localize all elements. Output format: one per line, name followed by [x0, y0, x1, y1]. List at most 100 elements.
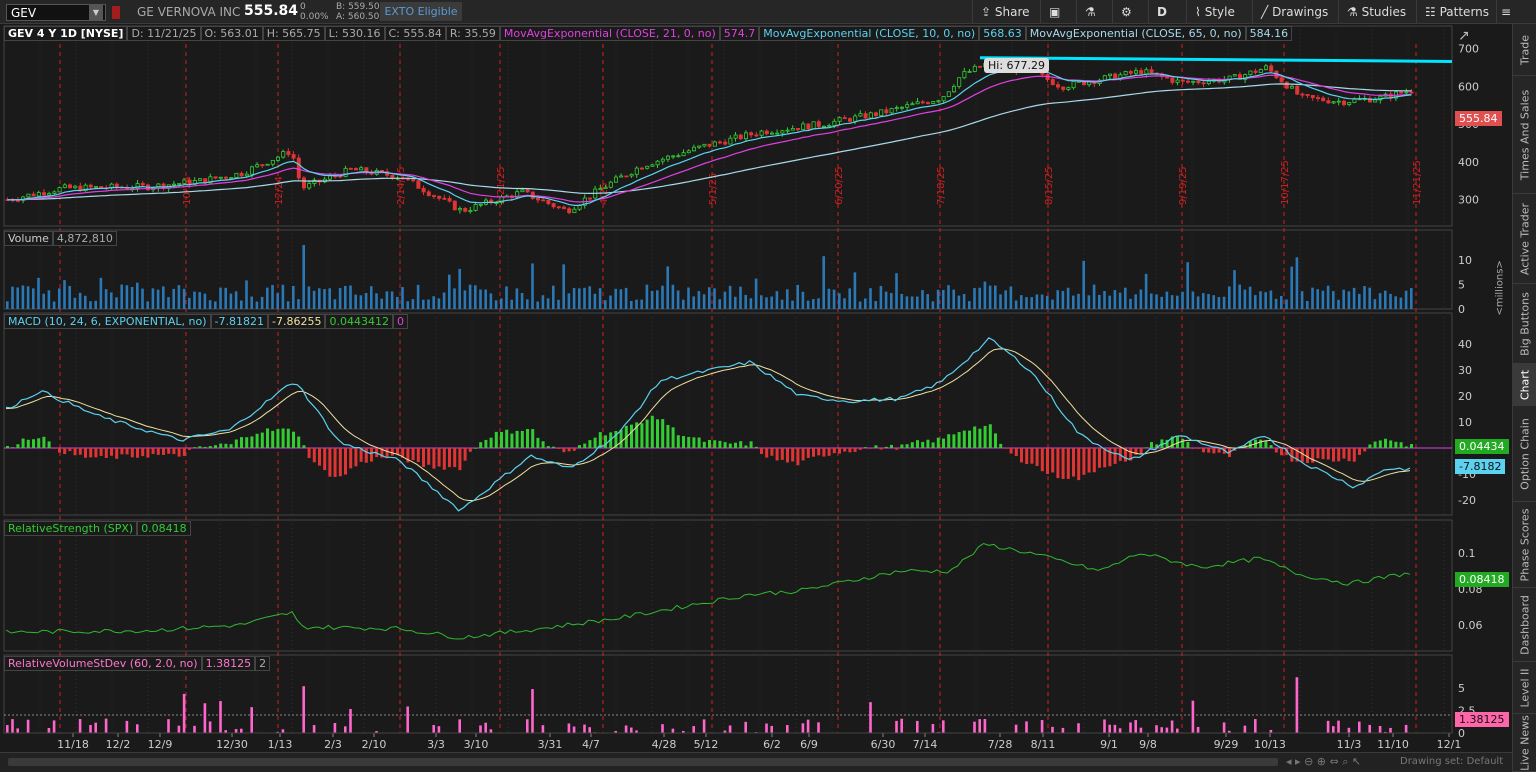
zoom-in-icon[interactable]: ⊕ [1316, 755, 1326, 768]
ema10-label[interactable]: MovAvgExponential (CLOSE, 10, 0, no) [759, 26, 980, 41]
volume-bar [916, 296, 919, 309]
drawings-button[interactable]: ╱ Drawings [1252, 0, 1336, 24]
macd-diff-tag: 0.04434 [1455, 439, 1509, 454]
tab-times-and-sales[interactable]: Times And Sales [1513, 76, 1536, 194]
symbol-input[interactable]: GEV [6, 4, 106, 21]
candle-body [1253, 70, 1258, 73]
macd-histogram-bar [728, 443, 732, 448]
bar-low: L: 530.16 [324, 26, 385, 41]
macd-histogram-bar [650, 415, 654, 448]
volume-bar [151, 288, 155, 309]
rs-value: 0.08418 [137, 521, 191, 536]
candle-body [853, 115, 858, 122]
ema21-label[interactable]: MovAvgExponential (CLOSE, 21, 0, no) [499, 26, 720, 41]
macd-title[interactable]: MACD (10, 24, 6, EXPONENTIAL, no) [4, 314, 211, 329]
drawing-set-label[interactable]: Drawing set: Default [1400, 756, 1504, 767]
volume-bar [266, 287, 269, 309]
menu-button[interactable]: ≡ [1496, 0, 1515, 24]
candle-body [255, 164, 260, 168]
volume-bar [1243, 289, 1247, 309]
rv-bar [630, 727, 633, 733]
ema65-label[interactable]: MovAvgExponential (CLOSE, 65, 0, no) [1025, 26, 1246, 41]
rv-bar [1118, 728, 1122, 733]
macd-histogram-bar [786, 448, 789, 463]
rv-bar [692, 726, 695, 733]
ema21-value: 574.7 [719, 26, 760, 41]
volume-bar [1009, 286, 1013, 309]
candle-body [520, 189, 525, 193]
share-button[interactable]: ⇪ Share [972, 0, 1038, 24]
tab-phase-scores[interactable]: Phase Scores [1513, 502, 1536, 588]
tab-big-buttons[interactable]: Big Buttons [1513, 284, 1536, 364]
rv-title[interactable]: RelativeVolumeStDev (60, 2.0, no) [4, 656, 202, 671]
pan-icon[interactable]: ⇔ [1329, 755, 1339, 768]
price-title[interactable]: GEV 4 Y 1D [NYSE] [4, 26, 128, 41]
macd-avg: -7.86255 [268, 314, 326, 329]
volume-bar [1290, 266, 1293, 309]
flask-button[interactable]: ⚗ [1076, 0, 1104, 24]
studies-button[interactable]: ⚗ Studies [1338, 0, 1414, 24]
macd-histogram-bar [42, 436, 46, 448]
volume-bar [58, 288, 61, 309]
tab-option-chain[interactable]: Option Chain [1513, 406, 1536, 502]
candle-body [447, 198, 452, 202]
date-axis-label: 1/13 [268, 738, 293, 751]
patterns-button[interactable]: ☷ Patterns [1416, 0, 1497, 24]
date-axis-label: 12/2 [106, 738, 131, 751]
candle-body [920, 101, 925, 104]
rs-title[interactable]: RelativeStrength (SPX) [4, 521, 138, 536]
exto-eligible-badge[interactable]: EXTO Eligible [380, 2, 462, 21]
macd-histogram-bar [396, 448, 399, 455]
tab-trade[interactable]: Trade [1513, 24, 1536, 76]
chevron-down-icon[interactable]: ▼ [89, 5, 103, 20]
scroll-left-icon[interactable]: ◂ [1286, 755, 1292, 768]
volume-bar [884, 291, 888, 309]
settings-button[interactable]: ⚙ [1112, 0, 1140, 24]
candle-body [764, 130, 769, 135]
pointer-icon[interactable]: ↖ [1351, 755, 1362, 768]
volume-bar [94, 300, 97, 309]
reset-icon[interactable]: ⌕ [1342, 755, 1349, 768]
macd-histogram-bar [125, 448, 129, 455]
volume-bar [1144, 273, 1148, 309]
price-axis-label: 600 [1458, 80, 1479, 93]
percent-change: 0.00% [300, 12, 329, 22]
snapshot-button[interactable]: ▣ [1040, 0, 1068, 24]
macd-histogram-bar [936, 437, 940, 448]
volume-bar [1326, 285, 1330, 309]
candle-body [624, 175, 629, 178]
candle-body [686, 150, 691, 154]
candle-body [655, 160, 660, 166]
period-button[interactable]: D [1148, 0, 1175, 24]
macd-histogram-bar [921, 441, 925, 448]
volume-bar [370, 286, 373, 309]
chart-canvas[interactable]: 70060050040030010/2412/242/14/253/21/254… [0, 0, 1510, 752]
macd-histogram-bar [973, 426, 977, 448]
net-change: 0 [300, 2, 306, 12]
macd-histogram-bar [718, 440, 722, 448]
macd-histogram-bar [1399, 442, 1403, 448]
candle-body [1305, 94, 1310, 96]
rv-bar [1191, 700, 1195, 733]
tab-level-ii[interactable]: Level II [1513, 662, 1536, 714]
candle-body [874, 112, 879, 116]
zoom-out-icon[interactable]: ⊖ [1304, 755, 1314, 768]
scroll-right-icon[interactable]: ▸ [1295, 755, 1301, 768]
volume-bar [1118, 292, 1122, 309]
macd-histogram-bar [468, 448, 472, 452]
volume-bar [978, 287, 981, 309]
date-axis-label: 11/3 [1337, 738, 1362, 751]
volume-title[interactable]: Volume [4, 231, 53, 246]
tab-dashboard[interactable]: Dashboard [1513, 588, 1536, 662]
horizontal-scrollbar[interactable] [8, 758, 1278, 766]
rv-bar [1113, 724, 1117, 733]
tab-active-trader[interactable]: Active Trader [1513, 194, 1536, 284]
tab-chart[interactable]: Chart [1513, 364, 1536, 406]
style-button[interactable]: ⌇ Style [1186, 0, 1243, 24]
macd-header: MACD (10, 24, 6, EXPONENTIAL, no) -7.8182… [4, 314, 408, 330]
volume-bar [994, 285, 997, 309]
rv-bar [208, 721, 212, 733]
macd-histogram-bar [188, 448, 191, 450]
macd-histogram-bar [437, 448, 441, 467]
tab-live-news[interactable]: Live News [1513, 714, 1536, 772]
